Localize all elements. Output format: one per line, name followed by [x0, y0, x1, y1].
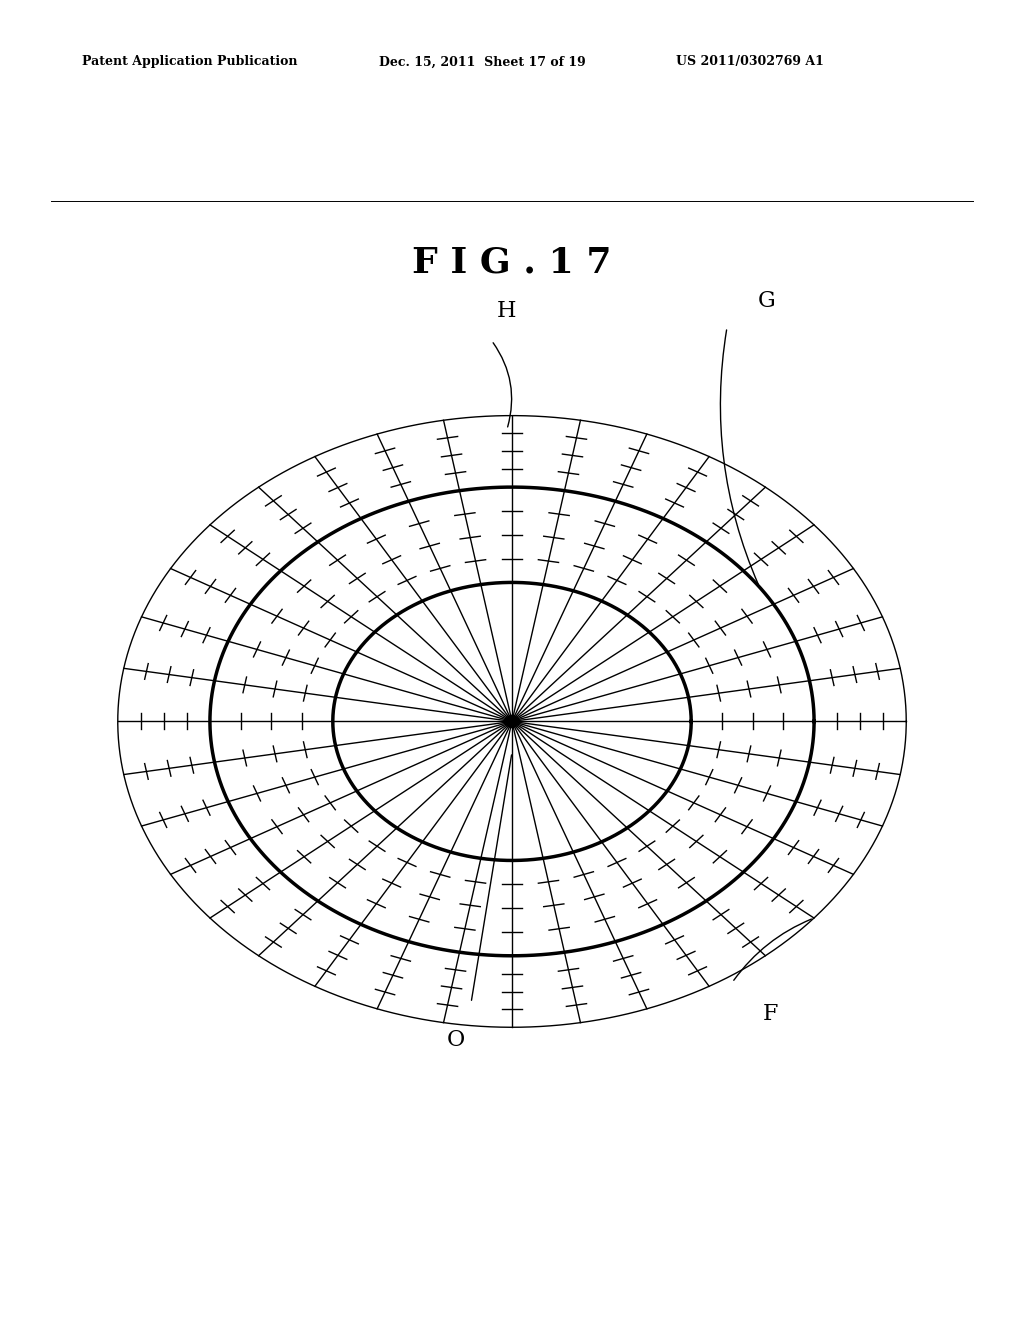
Text: O: O [446, 1028, 465, 1051]
Circle shape [506, 715, 518, 727]
Text: Patent Application Publication: Patent Application Publication [82, 55, 297, 69]
Text: Dec. 15, 2011  Sheet 17 of 19: Dec. 15, 2011 Sheet 17 of 19 [379, 55, 586, 69]
Text: G: G [758, 290, 775, 312]
Text: H: H [497, 300, 517, 322]
Text: US 2011/0302769 A1: US 2011/0302769 A1 [676, 55, 823, 69]
Text: F: F [763, 1003, 778, 1026]
Text: F I G . 1 7: F I G . 1 7 [413, 246, 611, 280]
